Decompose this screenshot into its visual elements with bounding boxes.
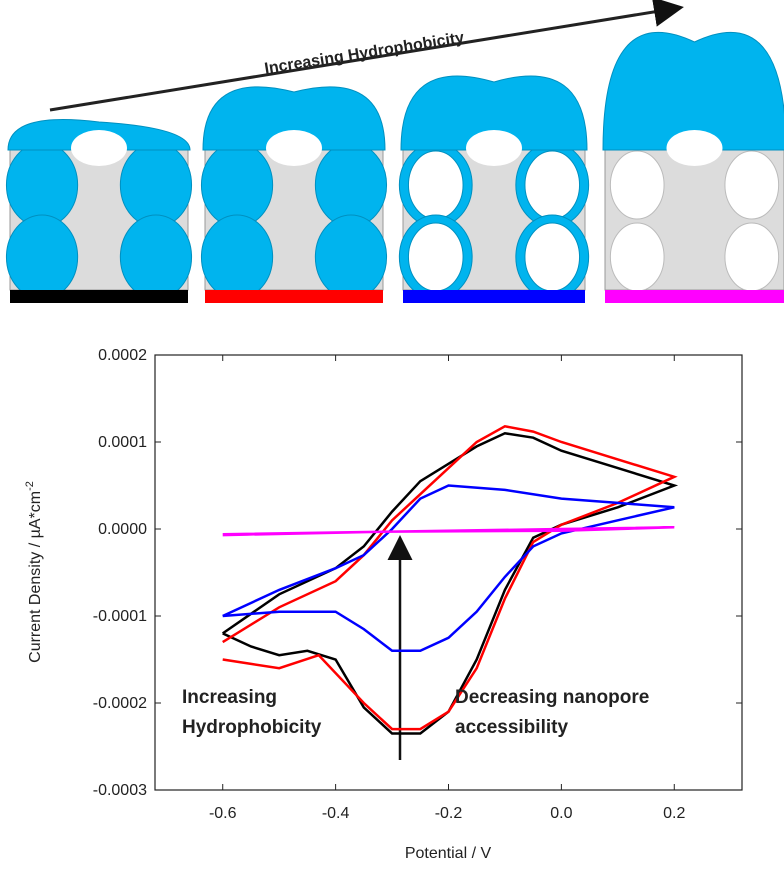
annotation: Hydrophobicity [182,717,322,738]
air-bubble [666,130,723,166]
air-pocket [609,150,665,220]
pore-fill [200,214,274,300]
substrate [10,290,188,303]
annotation: Decreasing nanopore [455,687,649,708]
air-pocket [724,150,780,220]
pore-fill [314,214,388,300]
air-bubble [466,130,522,166]
x-tick-label: -0.6 [209,805,237,822]
cv-curve [222,526,675,537]
air-pocket [407,150,464,220]
droplet [400,75,588,151]
air-pocket [609,222,665,292]
arrow [49,0,684,112]
y-tick-label: 0.0001 [98,434,147,451]
substrate [605,290,784,303]
pore-fill [119,142,193,228]
x-tick-label: 0.2 [663,805,685,822]
y-tick-label: -0.0001 [93,608,147,625]
y-tick-label: 0.0002 [98,347,147,364]
air-bubble [266,130,322,166]
y-tick-label: -0.0003 [93,782,147,799]
air-bubble [71,130,127,166]
air-pocket [524,150,581,220]
air-pocket [524,222,581,292]
pore-fill [314,142,388,228]
y-axis-label: Current Density / µA*cm-2 [24,481,44,663]
pore-fill [5,142,79,228]
substrate [403,290,585,303]
y-tick-label: -0.0002 [93,695,147,712]
x-tick-label: -0.4 [322,805,350,822]
pore-fill [119,214,193,300]
x-tick-label: 0.0 [550,805,572,822]
y-label-text: Current Density / µA*cm [27,491,44,663]
cv-curve [222,424,678,731]
air-pocket [407,222,464,292]
pore-fill [200,142,274,228]
droplet [602,31,784,151]
annotation: Increasing [182,687,277,708]
annotation: accessibility [455,717,568,738]
diagram-title: Increasing Hydrophobicity [263,29,465,77]
schematic [5,31,784,303]
x-axis-label: Potential / V [405,845,492,862]
droplet [202,86,386,151]
air-pocket [724,222,780,292]
y-label-sup: -2 [24,481,36,491]
cv-curve [221,432,679,735]
x-tick-label: -0.2 [435,805,463,822]
cv-curve [222,484,675,653]
pore-fill [5,214,79,300]
y-tick-label: 0.0000 [98,521,147,538]
substrate [205,290,383,303]
